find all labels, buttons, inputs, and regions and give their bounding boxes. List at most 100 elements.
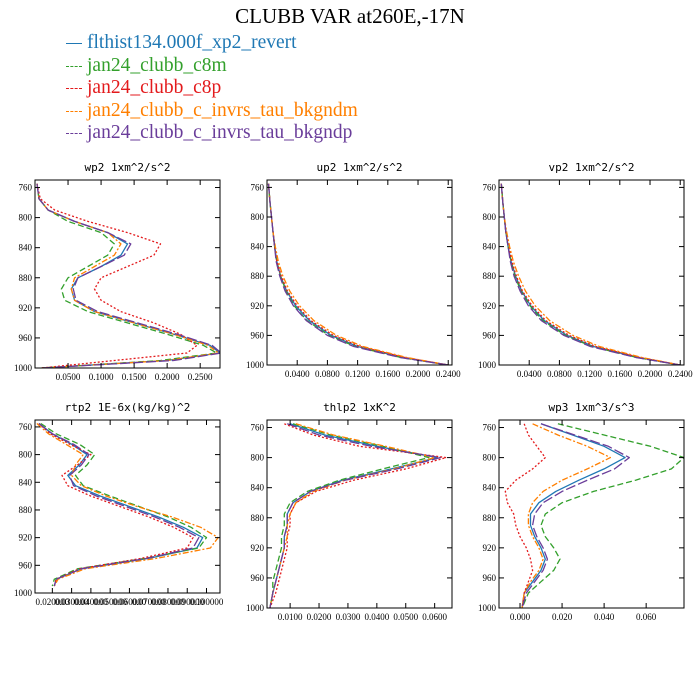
legend-item: jan24_clubb_c8p (66, 77, 358, 100)
chart-panel: wp3 1xm^3/s^3 760 800 840 880 920 960 1000 0.000… (478, 401, 685, 622)
legend-item: jan24_clubb_c8m (66, 55, 358, 78)
legend-label: jan24_clubb_c8m (87, 54, 227, 76)
series-line (269, 423, 436, 608)
legend-swatch (66, 43, 82, 45)
y-tick-label: 800 (483, 212, 497, 222)
series-line (267, 183, 449, 365)
x-tick-label: 0.0200 (307, 612, 332, 622)
plot-frame (266, 419, 453, 609)
legend-label: jan24_clubb_c_invrs_tau_bkgndp (87, 122, 353, 143)
series-line (38, 422, 200, 587)
x-tick-label: 0.0800 (547, 369, 572, 379)
x-tick-label: 0.0500 (56, 372, 81, 382)
x-tick-label: 0.0400 (517, 369, 542, 379)
x-tick-label: 0.030000 (55, 597, 89, 607)
y-tick-label: 840 (251, 483, 265, 493)
y-tick-label: 1000 (14, 588, 33, 598)
y-tick-label: 920 (251, 301, 265, 311)
chart-title: up2 1xm^2/s^2 (316, 161, 402, 174)
x-tick-label: 0.020000 (35, 597, 69, 607)
legend-item: jan24_clubb_c_invrs_tau_bkgndm (66, 100, 358, 123)
chart-title: thlp2 1xK^2 (323, 401, 396, 414)
series-line (269, 423, 430, 608)
legend-item: flthist134.000f_xp2_revert (66, 32, 358, 55)
x-tick-label: 0.1600 (607, 369, 632, 379)
figure-title: CLUBB VAR at260E,-17N (235, 4, 465, 28)
x-tick-label: 0.070000 (132, 597, 166, 607)
x-tick-label: 0.1500 (122, 372, 147, 382)
legend-label: jan24_clubb_c8p (87, 77, 222, 98)
series-line (500, 183, 681, 365)
x-tick-label: 0.1000 (89, 372, 114, 382)
x-tick-label: 0.2400 (668, 369, 693, 379)
series-line (521, 423, 626, 608)
series-line (269, 423, 447, 608)
y-tick-label: 760 (483, 423, 497, 433)
x-tick-label: 0.2000 (638, 369, 663, 379)
series-line (269, 423, 442, 608)
y-tick-label: 920 (483, 301, 497, 311)
chart-panel: vp2 1xm^2/s^2 760 800 840 880 920 960 1000 0.040… (478, 161, 693, 379)
x-tick-label: 0.0600 (422, 612, 447, 622)
x-tick-label: 0.2000 (155, 372, 180, 382)
y-tick-label: 960 (251, 573, 265, 583)
y-tick-label: 960 (483, 330, 497, 340)
y-tick-label: 800 (19, 213, 33, 223)
series-line (269, 423, 439, 608)
series-group (36, 183, 220, 368)
y-tick-label: 840 (483, 242, 497, 252)
y-tick-label: 880 (251, 271, 265, 281)
series-group (504, 423, 684, 608)
y-tick-label: 960 (483, 573, 497, 583)
y-tick-label: 760 (19, 183, 33, 193)
series-line (38, 423, 194, 587)
x-tick-label: 0.0800 (315, 369, 340, 379)
x-tick-label: 0.0300 (336, 612, 361, 622)
x-tick-label: 0.2000 (406, 369, 431, 379)
series-line (521, 423, 684, 608)
y-tick-label: 920 (483, 543, 497, 553)
x-tick-label: 0.2400 (436, 369, 461, 379)
series-line (500, 183, 681, 365)
x-tick-label: 0.1200 (577, 369, 602, 379)
x-tick-label: 0.060000 (113, 597, 147, 607)
y-tick-label: 840 (19, 243, 33, 253)
x-tick-label: 0.100000 (190, 597, 224, 607)
y-tick-label: 960 (251, 330, 265, 340)
x-tick-label: 0.060 (636, 612, 657, 622)
y-tick-label: 920 (251, 543, 265, 553)
x-tick-label: 0.0500 (393, 612, 418, 622)
x-tick-label: 0.1200 (345, 369, 370, 379)
legend-swatch (66, 110, 82, 112)
plot-frame (34, 419, 221, 594)
series-line (267, 183, 449, 365)
y-tick-label: 1000 (478, 360, 497, 370)
series-line (500, 183, 681, 365)
series-line (36, 183, 198, 368)
x-tick-label: 0.1600 (375, 369, 400, 379)
y-tick-label: 800 (251, 212, 265, 222)
x-tick-label: 0.040 (594, 612, 615, 622)
y-tick-label: 920 (19, 303, 33, 313)
y-tick-label: 960 (19, 560, 33, 570)
plot-frame (266, 179, 453, 366)
series-line (36, 183, 220, 368)
x-tick-label: 0.040000 (74, 597, 108, 607)
y-tick-label: 880 (19, 273, 33, 283)
y-tick-label: 880 (19, 505, 33, 515)
plot-frame (498, 419, 685, 609)
y-tick-label: 800 (19, 450, 33, 460)
series-line (267, 183, 449, 365)
y-tick-label: 840 (251, 242, 265, 252)
series-group (36, 422, 219, 587)
y-tick-label: 800 (251, 453, 265, 463)
y-tick-label: 1000 (246, 360, 265, 370)
y-tick-label: 1000 (14, 363, 33, 373)
series-line (36, 183, 220, 368)
chart-title: rtp2 1E-6x(kg/kg)^2 (65, 401, 191, 414)
y-tick-label: 760 (483, 182, 497, 192)
y-tick-label: 840 (483, 483, 497, 493)
series-line (500, 183, 681, 365)
y-tick-label: 880 (483, 271, 497, 281)
